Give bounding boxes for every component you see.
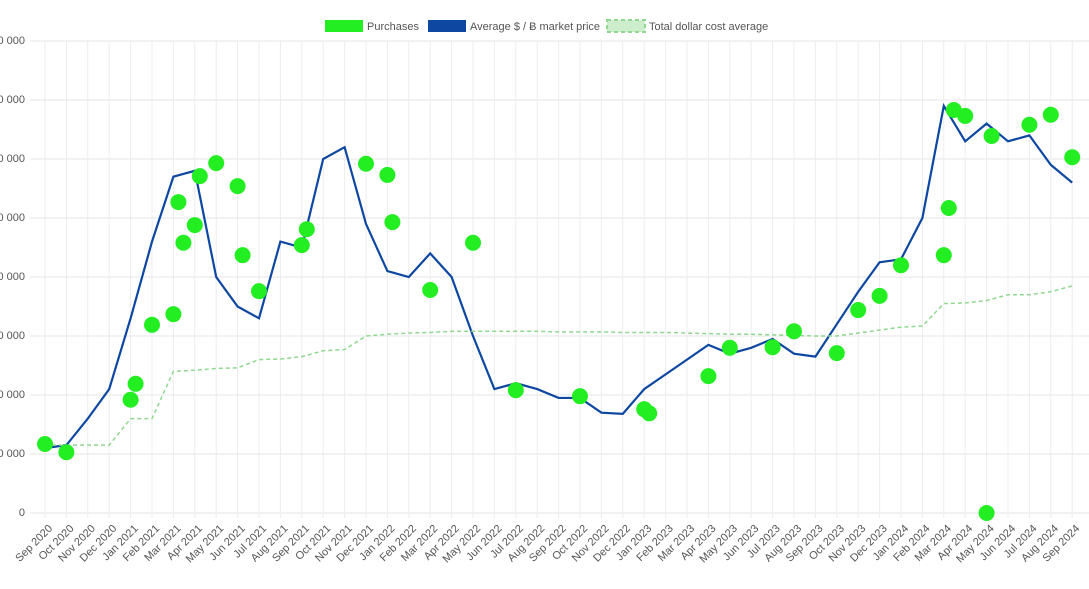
purchase-point [957, 107, 974, 124]
purchase-point [298, 221, 315, 238]
purchase-point [384, 214, 401, 231]
purchase-point [229, 178, 246, 195]
legend-swatch [428, 20, 466, 32]
purchase-point [251, 283, 267, 300]
purchase-point [786, 323, 802, 340]
y-tick-label: 20 000 [0, 389, 25, 401]
legend-label: Average $ / Ƀ market price [470, 21, 600, 33]
purchase-point [871, 287, 888, 304]
purchase-point [940, 199, 957, 216]
purchase-point [122, 391, 139, 408]
purchase-point [700, 368, 717, 385]
purchase-point [293, 237, 310, 254]
legend-swatch [325, 20, 363, 32]
purchase-point [465, 234, 481, 251]
purchase-point [1042, 106, 1059, 123]
purchase-point [983, 127, 1000, 144]
purchase-point [893, 257, 909, 274]
purchase-point [507, 382, 524, 399]
y-tick-label: 30 000 [0, 330, 25, 342]
legend-label: Total dollar cost average [649, 21, 768, 33]
y-tick-label: 50 000 [0, 212, 25, 224]
purchase-point [358, 155, 374, 172]
purchase-point [850, 302, 867, 319]
purchase-point [175, 234, 192, 251]
purchase-point [191, 168, 208, 185]
y-tick-label: 80 000 [0, 35, 25, 47]
purchase-point [170, 194, 187, 211]
legend-label: Purchases [367, 21, 419, 33]
legend-swatch [606, 19, 646, 33]
series-line [45, 285, 1073, 446]
purchase-point [1064, 149, 1081, 166]
y-tick-label: 0 [19, 507, 25, 519]
purchase-point [641, 405, 658, 422]
purchase-point [764, 339, 781, 356]
purchase-point [208, 155, 225, 172]
purchase-point [422, 281, 439, 298]
y-tick-label: 70 000 [0, 94, 25, 106]
purchase-point [978, 505, 995, 521]
purchase-point [379, 166, 396, 183]
purchase-point [165, 306, 182, 323]
y-tick-label: 10 000 [0, 448, 25, 460]
purchase-point [186, 217, 203, 234]
purchase-point [721, 339, 738, 356]
purchase-point [1021, 116, 1038, 133]
purchase-point [572, 388, 588, 405]
purchase-point [127, 375, 144, 392]
y-tick-label: 60 000 [0, 153, 25, 165]
purchase-point [58, 444, 75, 461]
y-tick-label: 40 000 [0, 271, 25, 283]
purchase-point [37, 435, 53, 452]
purchase-point [935, 247, 952, 264]
purchase-point [828, 345, 845, 362]
purchase-point [144, 316, 160, 333]
purchase-point [234, 247, 251, 264]
